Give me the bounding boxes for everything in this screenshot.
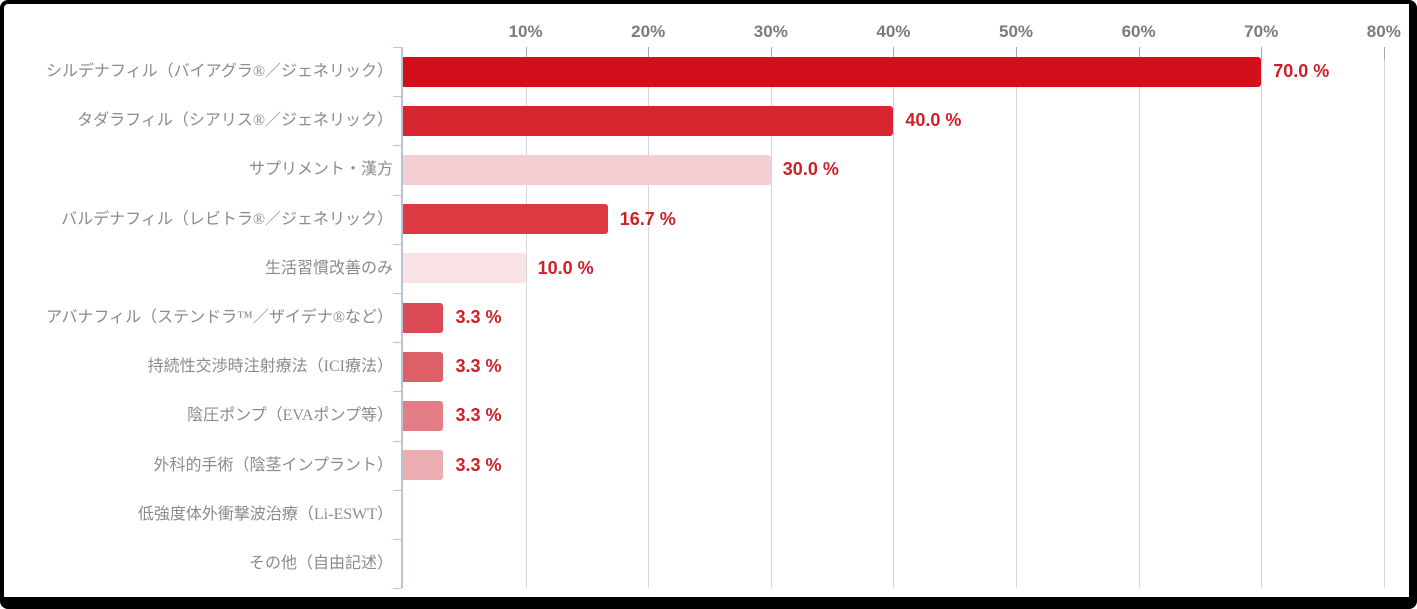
- y-axis-line: [401, 47, 403, 589]
- axis-tick: [525, 47, 527, 60]
- gridline: [648, 47, 650, 589]
- category-label: サプリメント・漢方: [248, 161, 393, 179]
- value-label: 3.3 %: [455, 454, 502, 475]
- category-label: バルデナフィル（レビトラ®／ジェネリック）: [61, 210, 393, 228]
- category-label: アバナフィル（ステンドラ™／ザイデナ®など）: [46, 309, 393, 326]
- y-axis-tick: [393, 489, 401, 491]
- y-axis-tick: [393, 588, 401, 590]
- axis-tick: [1016, 47, 1017, 60]
- category-label: 生活習慣改善のみ: [264, 259, 393, 277]
- value-label: 3.3 %: [455, 356, 502, 377]
- x-axis-tick-label: 30%: [753, 22, 788, 41]
- x-axis-tick-label: 20%: [631, 22, 666, 41]
- gridline: [893, 47, 895, 589]
- axis-tick: [893, 47, 895, 60]
- bar: [403, 450, 444, 481]
- value-label: 70.0 %: [1273, 61, 1330, 81]
- value-label: 3.3 %: [455, 307, 502, 327]
- category-label: 外科的手術（陰茎インプラント）: [153, 456, 393, 474]
- bar: [403, 204, 608, 235]
- gridline: [1138, 47, 1140, 589]
- value-label: 16.7 %: [619, 208, 676, 229]
- category-label: シルデナフィル（バイアグラ®／ジェネリック）: [45, 63, 393, 80]
- axis-tick: [648, 47, 650, 60]
- bar: [403, 401, 444, 431]
- y-axis-tick: [393, 342, 401, 344]
- gridline: [1383, 47, 1385, 589]
- y-axis-tick: [393, 194, 401, 196]
- gridline: [770, 47, 772, 589]
- value-label: 3.3 %: [455, 405, 502, 426]
- y-axis-tick: [393, 96, 401, 98]
- bar: [403, 302, 444, 333]
- axis-tick: [1383, 47, 1385, 60]
- value-label: 10.0 %: [537, 257, 594, 278]
- y-axis-tick: [393, 440, 401, 442]
- axis-tick: [1261, 47, 1263, 60]
- value-label: 30.0 %: [782, 159, 839, 180]
- y-axis-tick: [393, 539, 401, 540]
- x-axis-tick-label: 60%: [1121, 22, 1156, 41]
- y-axis-tick: [393, 391, 401, 393]
- x-axis-tick-label: 40%: [876, 22, 911, 41]
- category-label: 低強度体外衝撃波治療（Li-ESWT）: [137, 505, 393, 523]
- y-axis-tick: [393, 243, 401, 245]
- axis-tick: [770, 47, 772, 60]
- x-axis-tick-label: 80%: [1366, 22, 1401, 41]
- bar: [403, 105, 894, 136]
- gridline: [1261, 47, 1263, 589]
- bar: [403, 155, 771, 185]
- bar: [403, 351, 444, 382]
- gridline: [1016, 47, 1017, 589]
- x-axis-tick-label: 50%: [998, 22, 1034, 41]
- x-axis-tick-label: 70%: [1244, 22, 1279, 41]
- y-axis-tick: [393, 145, 401, 147]
- category-label: タダラフィル（シアリス®／ジェネリック）: [77, 112, 393, 130]
- plot-area: 10% 20% 30% 40% 50% 60% 70% 80% シルデナフィル（バイアグラ®／ジ…: [4, 4, 1409, 597]
- gridline: [525, 47, 527, 589]
- bar: [403, 253, 526, 284]
- value-label: 40.0 %: [905, 110, 962, 131]
- y-axis-tick: [393, 293, 401, 294]
- axis-tick: [1138, 47, 1140, 60]
- category-label: 持続性交渉時注射療法（ICI療法）: [147, 358, 393, 376]
- x-axis-tick-label: 10%: [508, 22, 543, 41]
- y-axis-tick: [393, 47, 401, 48]
- bar: [403, 56, 1262, 87]
- category-label: 陰圧ポンプ（EVAポンプ等）: [187, 407, 393, 425]
- category-label: その他（自由記述）: [248, 555, 393, 572]
